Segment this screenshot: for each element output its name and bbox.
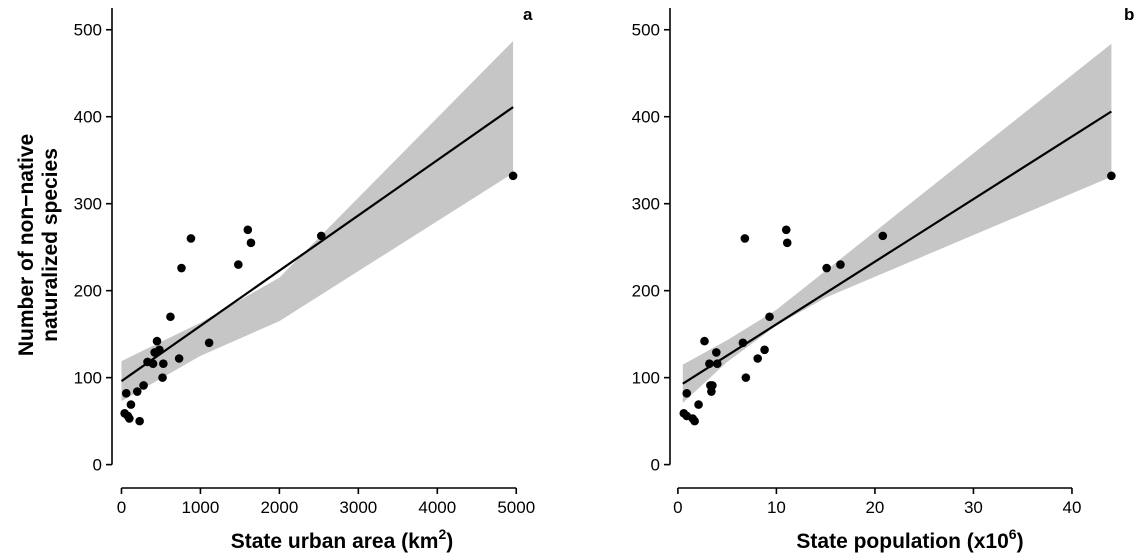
x-axis-title-superscript: 2: [438, 526, 446, 542]
panel-b-population: 0 100 200 300 400 500 0 10 20 30 40 b State popul…: [632, 5, 1135, 553]
data-point: [148, 359, 158, 369]
y-tick-label: 200: [632, 282, 660, 301]
data-point: [878, 231, 888, 241]
data-point: [234, 260, 243, 269]
data-point: [712, 348, 721, 357]
data-point: [705, 359, 714, 369]
data-point: [132, 387, 142, 396]
x-axis-title-end: ): [446, 530, 453, 553]
data-point: [159, 359, 168, 369]
data-point: [125, 414, 134, 423]
data-point: [121, 388, 131, 398]
x-tick-label: 0: [673, 498, 682, 517]
data-point: [694, 400, 703, 409]
y-tick-label: 100: [632, 369, 660, 388]
data-point: [152, 336, 162, 346]
x-tick-label: 10: [767, 498, 786, 517]
y-tick-label: 400: [632, 108, 660, 127]
data-point: [712, 359, 722, 369]
confidence-band: [121, 41, 514, 402]
data-points: [120, 171, 518, 426]
data-point: [708, 381, 717, 390]
data-point: [753, 354, 762, 363]
x-axis-title-superscript: 6: [1009, 526, 1017, 542]
data-point: [740, 234, 750, 243]
y-axis-title-line-2: naturalized species: [39, 148, 62, 342]
x-axis-ticks: 0 1000 2000 3000 4000 5000: [117, 488, 535, 517]
panel-label-b: b: [1124, 5, 1134, 24]
data-point: [204, 338, 214, 348]
data-points: [679, 171, 1116, 426]
data-point: [158, 373, 167, 382]
data-point: [682, 388, 692, 398]
regression-fit-line: [120, 106, 514, 383]
y-tick-label: 500: [74, 21, 102, 40]
panel-label-a: a: [523, 5, 533, 24]
data-point: [782, 238, 792, 248]
x-axis-title-text: State urban area (km: [231, 530, 439, 553]
confidence-band-area: [121, 41, 514, 402]
y-axis-ticks: 0 100 200 300 400 500: [632, 21, 670, 475]
data-point: [690, 416, 699, 426]
x-axis-title-end: ): [1017, 530, 1024, 553]
x-tick-label: 3000: [339, 498, 377, 517]
data-point: [741, 373, 751, 382]
y-tick-label: 200: [74, 282, 102, 301]
y-tick-label: 300: [632, 195, 660, 214]
data-point: [243, 225, 253, 235]
x-tick-label: 30: [964, 498, 983, 517]
data-point: [177, 263, 186, 273]
regression-line: [120, 106, 514, 383]
y-axis-ticks: 0 100 200 300 400 500: [74, 21, 112, 475]
regression-line: [682, 110, 1112, 385]
data-point: [822, 263, 831, 273]
x-axis-title: State population (x106): [796, 526, 1023, 553]
x-tick-label: 5000: [497, 498, 535, 517]
data-point: [738, 338, 748, 348]
data-point: [155, 345, 164, 355]
y-axis-title-line-1: Number of non−native: [15, 134, 38, 356]
data-point: [126, 400, 136, 409]
data-point: [174, 354, 184, 363]
x-tick-label: 1000: [182, 498, 220, 517]
regression-fit-line: [682, 110, 1112, 385]
data-point: [135, 416, 144, 426]
y-tick-label: 400: [74, 108, 102, 127]
y-tick-label: 500: [632, 21, 660, 40]
confidence-band: [682, 43, 1112, 403]
data-point: [760, 345, 769, 355]
x-tick-label: 20: [865, 498, 884, 517]
data-point: [836, 260, 845, 269]
x-axis-title: State urban area (km2): [231, 526, 454, 553]
data-point: [700, 336, 709, 346]
data-point: [166, 312, 175, 322]
data-point: [508, 171, 518, 181]
y-tick-label: 100: [74, 369, 102, 388]
data-point: [765, 312, 774, 322]
data-point: [139, 381, 148, 390]
x-tick-label: 4000: [418, 498, 456, 517]
data-point: [186, 234, 196, 243]
y-tick-label: 300: [74, 195, 102, 214]
panel-a-urban-area: 0 100 200 300 400 500 0 1000 2000 3000 4000 5000 a…: [74, 5, 536, 553]
axes: [111, 8, 517, 489]
data-point: [1107, 171, 1116, 181]
data-point: [781, 225, 791, 235]
x-tick-label: 40: [1063, 498, 1082, 517]
y-tick-label: 0: [651, 456, 660, 475]
x-axis-ticks: 0 10 20 30 40: [673, 488, 1081, 517]
y-tick-label: 0: [93, 456, 102, 475]
x-axis-title-text: State population (x10: [796, 530, 1008, 553]
data-point: [246, 238, 256, 248]
confidence-band-area: [682, 43, 1112, 403]
x-tick-label: 2000: [260, 498, 298, 517]
x-tick-label: 0: [117, 498, 126, 517]
data-point: [316, 231, 326, 241]
